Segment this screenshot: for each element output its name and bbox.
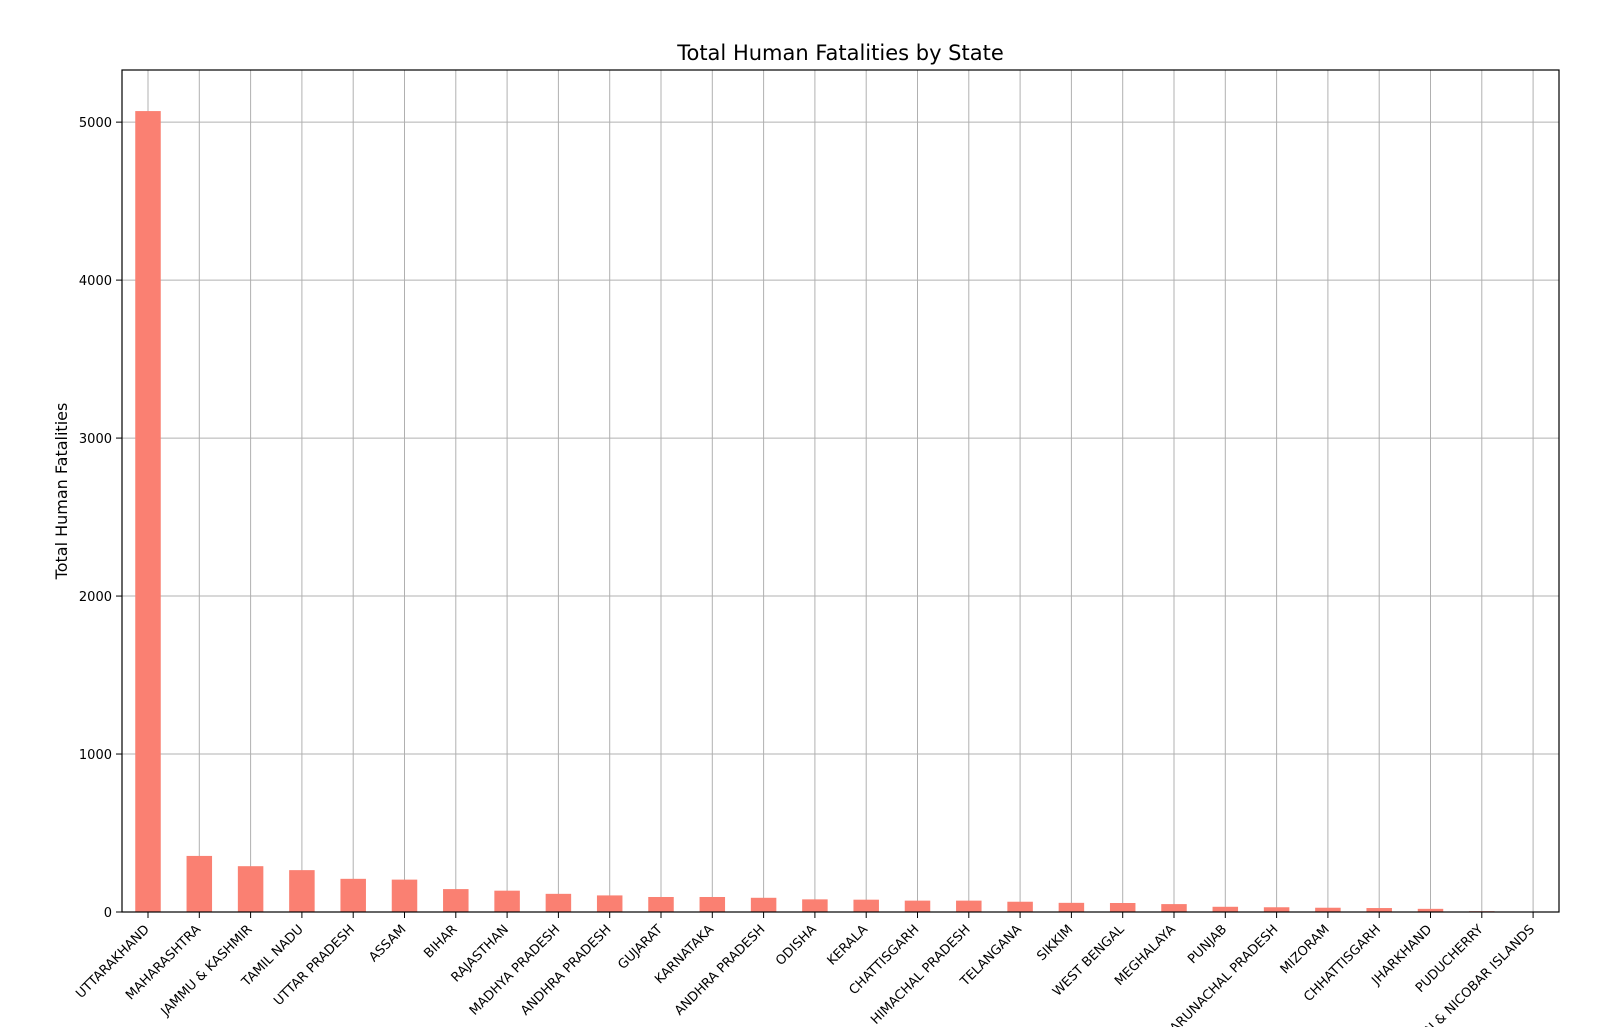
bar	[853, 899, 879, 912]
y-tick-label: 3000	[79, 432, 112, 447]
bar	[443, 889, 469, 912]
y-tick-label: 4000	[79, 274, 112, 289]
bar	[1417, 908, 1444, 912]
bar	[1007, 901, 1033, 912]
bar	[391, 879, 418, 912]
bar	[340, 878, 366, 912]
grid-lines	[122, 70, 1559, 913]
bar	[135, 111, 161, 912]
bars	[135, 111, 1495, 912]
y-tick-label: 5000	[79, 116, 112, 131]
bar	[1212, 906, 1239, 912]
bar	[1109, 902, 1136, 912]
y-tick-label: 2000	[79, 590, 112, 605]
bar	[1366, 908, 1392, 912]
bar	[1315, 907, 1341, 912]
bar	[237, 866, 264, 912]
bar	[596, 895, 623, 912]
bar	[545, 893, 572, 912]
y-axis-label: Total Human Fatalities	[52, 403, 71, 581]
bar	[289, 870, 315, 912]
bar	[750, 897, 777, 912]
bar	[186, 855, 213, 912]
chart-title: Total Human Fatalities by State	[676, 41, 1004, 65]
bar	[1161, 904, 1187, 912]
plot-frame	[121, 69, 1560, 913]
bar	[1263, 907, 1290, 912]
bar	[648, 896, 674, 912]
y-ticks: 0 1000 2000 3000 4000 5000	[79, 116, 122, 921]
y-tick-label: 1000	[79, 748, 112, 763]
bar	[956, 900, 982, 912]
bar	[1058, 902, 1085, 912]
bar	[494, 890, 520, 912]
bar	[699, 896, 726, 912]
bar	[802, 899, 828, 912]
bar	[904, 900, 931, 912]
y-tick-label: 0	[104, 906, 112, 921]
